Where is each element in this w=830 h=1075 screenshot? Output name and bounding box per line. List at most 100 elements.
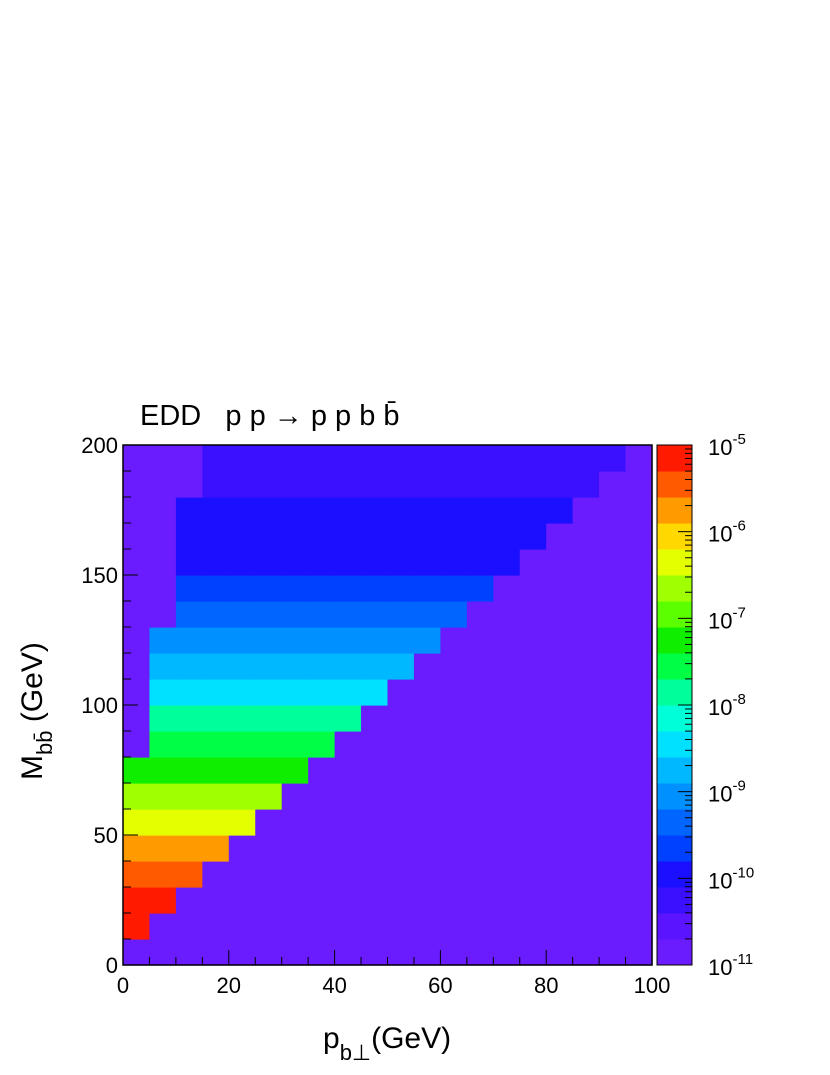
heat-cell (519, 445, 547, 472)
z-tick-base: 10 (708, 435, 732, 460)
heat-cell (202, 497, 230, 524)
heat-cell (493, 835, 521, 862)
heat-cell (123, 471, 151, 498)
heat-cell (334, 549, 362, 576)
heat-cell (572, 835, 600, 862)
heat-cell (440, 627, 468, 654)
heat-cell (281, 627, 309, 654)
heat-cell (202, 731, 230, 758)
heat-cell (572, 471, 600, 498)
heat-cell (149, 731, 177, 758)
heat-cell (281, 783, 309, 810)
heat-cell (413, 679, 441, 706)
heat-cell (625, 939, 653, 966)
heat-cell (387, 939, 415, 966)
heat-cell (149, 445, 177, 472)
z-tick-base: 10 (708, 955, 732, 980)
heat-cell (440, 653, 468, 680)
heat-cell (228, 627, 256, 654)
heat-cell (255, 601, 283, 628)
heat-cell (599, 523, 627, 550)
color-band (657, 575, 692, 602)
heat-cell (308, 601, 336, 628)
heat-cell (466, 705, 494, 732)
heat-cell (175, 783, 203, 810)
heat-cell (625, 497, 653, 524)
heat-cell (149, 835, 177, 862)
color-band (657, 835, 692, 862)
x-tick-label: 20 (217, 973, 241, 998)
heat-cell (625, 809, 653, 836)
heat-cell (308, 523, 336, 550)
heat-cell (175, 627, 203, 654)
heat-cell (440, 575, 468, 602)
z-tick-label: 10-10 (708, 864, 754, 893)
heat-cell (255, 757, 283, 784)
heat-cell (228, 549, 256, 576)
heat-cell (281, 445, 309, 472)
heat-cell (123, 705, 151, 732)
heat-cell (334, 887, 362, 914)
heat-cell (334, 445, 362, 472)
heat-cell (572, 887, 600, 914)
heat-cell (361, 497, 389, 524)
heat-cell (466, 887, 494, 914)
heat-cell (493, 731, 521, 758)
heat-cell (519, 783, 547, 810)
heat-cell (413, 731, 441, 758)
heat-cell (546, 575, 574, 602)
heat-cell (387, 705, 415, 732)
heat-cell (466, 575, 494, 602)
heat-cell (387, 757, 415, 784)
heat-cell (440, 861, 468, 888)
heat-cell (413, 471, 441, 498)
heat-cell (387, 523, 415, 550)
heat-cell (625, 549, 653, 576)
heat-cell (572, 731, 600, 758)
heat-cell (334, 757, 362, 784)
heat-cell (175, 679, 203, 706)
heat-cell (440, 705, 468, 732)
heat-cell (466, 783, 494, 810)
heat-cell (519, 835, 547, 862)
heat-cell (440, 497, 468, 524)
heat-cell (361, 731, 389, 758)
heat-cell (175, 939, 203, 966)
heat-cell (546, 627, 574, 654)
heat-cell (572, 549, 600, 576)
heat-cell (308, 809, 336, 836)
heat-cell (466, 913, 494, 940)
heat-cell (123, 887, 151, 914)
heat-cell (228, 757, 256, 784)
heat-cell (281, 575, 309, 602)
heat-cell (440, 731, 468, 758)
heat-cell (572, 679, 600, 706)
heat-cell (625, 575, 653, 602)
heat-cell (519, 887, 547, 914)
heat-cell (123, 523, 151, 550)
heat-cell (546, 679, 574, 706)
heat-cell (493, 809, 521, 836)
heat-cell (361, 835, 389, 862)
heat-cell (361, 783, 389, 810)
heat-cell (466, 939, 494, 966)
heat-cell (625, 757, 653, 784)
heat-cell (202, 861, 230, 888)
heat-cell (413, 549, 441, 576)
heat-cell (334, 731, 362, 758)
heat-cell (572, 575, 600, 602)
heat-cell (625, 653, 653, 680)
z-tick-label: 10-5 (708, 431, 746, 460)
heat-cell (334, 809, 362, 836)
heat-cell (440, 835, 468, 862)
heat-cell (228, 445, 256, 472)
heat-cell (625, 627, 653, 654)
heat-cell (572, 861, 600, 888)
heat-cell (123, 549, 151, 576)
heat-cell (599, 653, 627, 680)
heat-cell (308, 705, 336, 732)
x-axis-title-main: p (323, 1022, 340, 1055)
heat-cell (202, 471, 230, 498)
heat-cell (255, 913, 283, 940)
heat-cell (149, 627, 177, 654)
